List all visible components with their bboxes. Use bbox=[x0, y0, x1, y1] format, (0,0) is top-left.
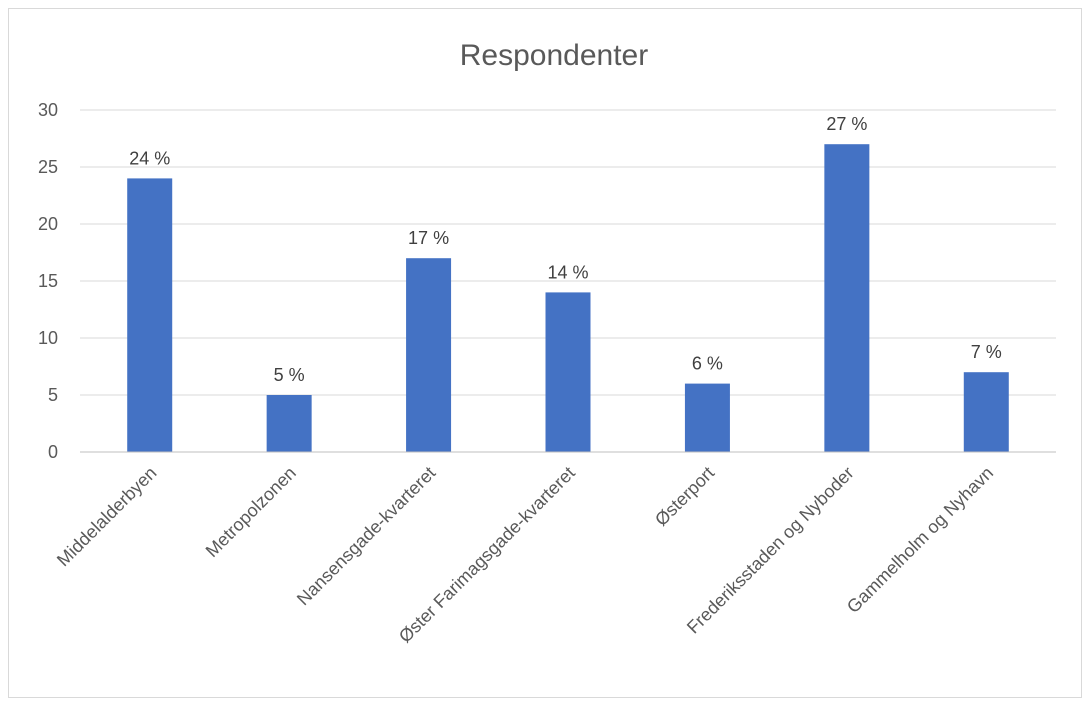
bar bbox=[406, 258, 452, 452]
x-category-label: Middelalderbyen bbox=[53, 463, 161, 571]
data-label: 24 % bbox=[129, 148, 170, 168]
x-category-label: Frederiksstaden og Nyboder bbox=[683, 463, 858, 638]
data-label: 6 % bbox=[692, 354, 723, 374]
data-label: 5 % bbox=[274, 365, 305, 385]
x-axis-categories: Middelalderbyen MetropolzonenNansensgade-… bbox=[53, 463, 997, 647]
bar bbox=[684, 383, 730, 452]
bar bbox=[824, 144, 870, 452]
bar bbox=[545, 292, 591, 452]
chart-frame bbox=[8, 8, 1082, 698]
y-tick-label: 10 bbox=[38, 328, 58, 348]
data-label: 27 % bbox=[826, 114, 867, 134]
bar bbox=[127, 178, 173, 452]
y-tick-label: 15 bbox=[38, 271, 58, 291]
y-tick-label: 25 bbox=[38, 157, 58, 177]
gridlines bbox=[80, 109, 1056, 396]
data-label: 17 % bbox=[408, 228, 449, 248]
x-category-label: Nansensgade-kvarteret bbox=[293, 463, 439, 609]
data-label: 7 % bbox=[971, 342, 1002, 362]
y-tick-label: 20 bbox=[38, 214, 58, 234]
chart-title: Respondenter bbox=[460, 39, 648, 72]
bar bbox=[266, 395, 312, 452]
bar bbox=[963, 372, 1009, 452]
y-tick-label: 5 bbox=[48, 385, 58, 405]
x-category-label: Gammelholm og Nyhavn bbox=[843, 463, 997, 617]
y-tick-label: 0 bbox=[48, 442, 58, 462]
data-label: 14 % bbox=[547, 262, 588, 282]
data-labels: 24 % 5 % 17 % 14 % 6 % 27 % 7 % bbox=[129, 114, 1002, 385]
y-axis-ticks: 0 5 10 15 20 25 30 bbox=[38, 100, 58, 462]
bars bbox=[127, 144, 1009, 452]
x-category-label: Metropolzonen bbox=[202, 463, 300, 561]
y-tick-label: 30 bbox=[38, 100, 58, 120]
x-category-label: Østerport bbox=[651, 463, 718, 530]
